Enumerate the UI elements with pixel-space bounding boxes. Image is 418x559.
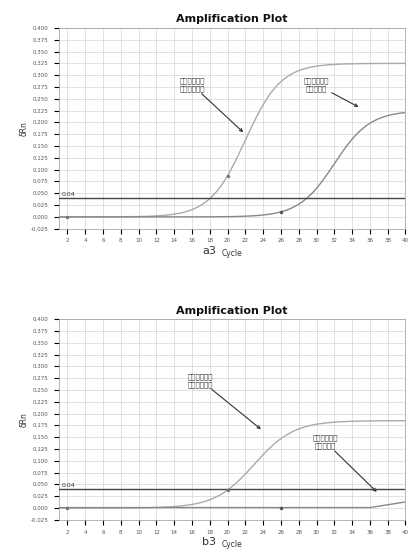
Text: 等位基因非特
异性扩增曲线: 等位基因非特 异性扩增曲线 (188, 373, 260, 429)
Text: b3: b3 (202, 537, 216, 547)
X-axis label: Cycle: Cycle (222, 249, 242, 258)
Title: Amplification Plot: Amplification Plot (176, 15, 288, 25)
Text: 等位基因特异
性扩增曲线: 等位基因特异 性扩增曲线 (304, 78, 357, 106)
Y-axis label: δRn: δRn (19, 412, 28, 427)
Text: 等位基因特异
性扩增曲线: 等位基因特异 性扩增曲线 (313, 435, 376, 491)
Text: 等位基因非特
异性扩增曲线: 等位基因非特 异性扩增曲线 (179, 78, 242, 131)
Y-axis label: δRn: δRn (19, 121, 28, 136)
Text: a3: a3 (202, 246, 216, 256)
X-axis label: Cycle: Cycle (222, 540, 242, 549)
Title: Amplification Plot: Amplification Plot (176, 306, 288, 315)
Text: 0.04: 0.04 (61, 484, 75, 488)
Text: 0.04: 0.04 (61, 192, 75, 197)
